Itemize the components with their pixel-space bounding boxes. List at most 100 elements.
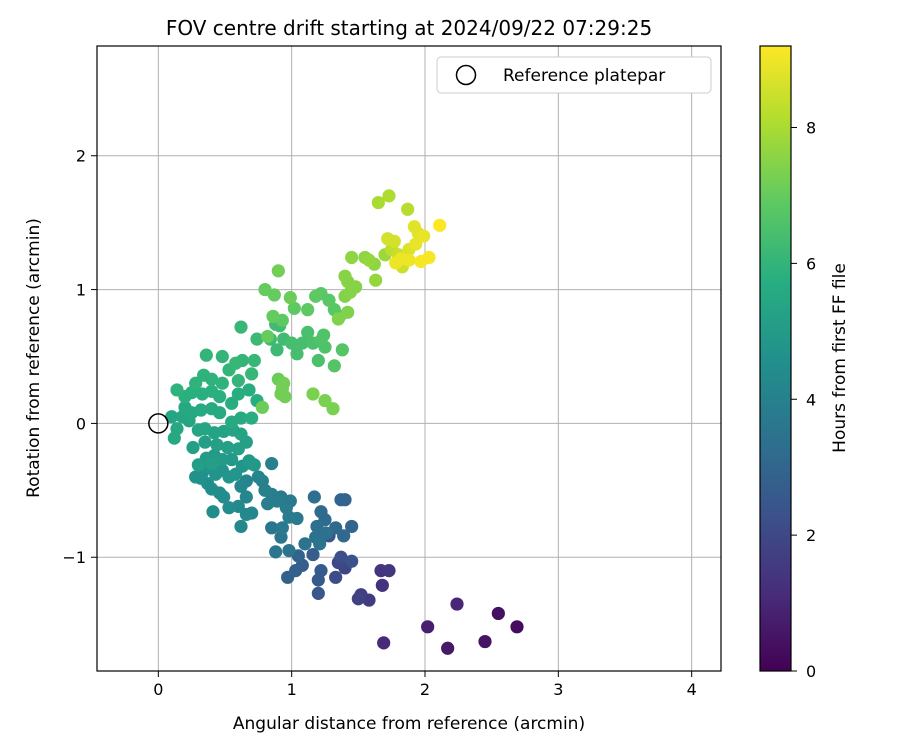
data-point [195,387,209,401]
data-point [247,353,261,368]
x-axis-label: Angular distance from reference (arcmin) [233,714,585,734]
data-point [341,274,355,289]
colorbar-tick-label: 2 [806,526,816,545]
y-tick-label: −1 [62,548,86,567]
data-point [266,309,280,323]
legend-marker-open-circle [455,64,477,86]
data-point [282,543,296,558]
data-point [290,347,304,361]
data-point [170,383,184,397]
data-point [335,343,349,357]
data-point [191,458,205,472]
data-point [414,254,428,269]
data-point [245,367,259,381]
data-point [433,218,447,232]
data-point [191,423,205,437]
chart-title: FOV centre drift starting at 2024/09/22 … [166,16,652,40]
x-tick-label: 2 [420,680,430,699]
data-point [261,497,275,511]
data-point [225,452,239,467]
legend-entry-label: Reference platepar [503,66,665,86]
data-point [239,490,253,504]
data-point [310,519,324,534]
data-point [239,507,253,522]
data-point [317,328,331,342]
data-point [309,289,323,303]
data-point [271,264,285,278]
data-point [334,493,348,507]
data-point [306,547,320,562]
data-point [281,570,295,584]
data-point [295,336,309,350]
data-points [165,189,524,655]
data-point [334,550,348,564]
data-point [409,237,423,251]
colorbar: 0 2 4 6 8 Hours from first FF file [759,45,850,681]
data-point [382,189,396,203]
data-point [491,606,505,621]
data-point [351,592,365,606]
x-tick-label: 4 [687,680,697,699]
data-point [311,586,325,600]
data-point [270,343,284,357]
data-point [275,521,289,535]
data-point [318,340,332,354]
data-point [251,470,265,484]
data-point [194,403,208,417]
colorbar-gradient [759,45,792,672]
data-point [255,400,269,414]
data-point [301,303,315,317]
data-point [245,411,259,425]
data-point [402,253,416,267]
data-point [318,394,332,408]
data-point [377,636,391,650]
grid-lines [97,46,721,671]
data-point [282,510,296,524]
plot-frame [96,45,722,672]
data-point [382,564,396,578]
data-point [189,376,203,390]
data-point [269,545,283,559]
data-point [285,336,299,350]
colorbar-label: Hours from first FF file [830,263,850,453]
data-point [242,383,256,397]
data-point [337,529,351,543]
data-point [401,202,415,216]
y-tick-label: 0 [76,414,86,433]
data-point [186,440,200,455]
data-point [199,348,213,362]
data-point [510,620,524,634]
data-point [215,376,229,390]
colorbar-tick-label: 0 [806,662,816,681]
data-point [225,396,239,410]
data-point [247,458,261,472]
data-point [210,438,224,452]
x-tick-label: 0 [153,680,163,699]
data-point [265,456,279,471]
data-point [165,410,179,424]
data-point [234,479,248,493]
data-point [421,620,435,634]
data-point [417,229,431,243]
data-point [222,501,236,515]
data-point [306,387,320,401]
data-point [329,570,343,584]
data-point [215,349,229,364]
data-point [389,256,403,270]
data-point [221,440,235,455]
data-point [313,537,327,551]
data-point [450,597,464,611]
data-point [261,329,275,344]
x-tick-label: 3 [553,680,563,699]
colorbar-tick-label: 6 [806,254,816,273]
reference-platepar-marker [148,413,169,434]
legend: Reference platepar [436,56,712,94]
colorbar-tick-label: 8 [806,119,816,138]
data-point [314,505,328,519]
y-tick-label: 2 [76,147,86,166]
colorbar-ticks: 0 2 4 6 8 [791,119,816,681]
data-point [326,402,340,416]
data-point [307,490,321,504]
data-point [341,305,355,319]
